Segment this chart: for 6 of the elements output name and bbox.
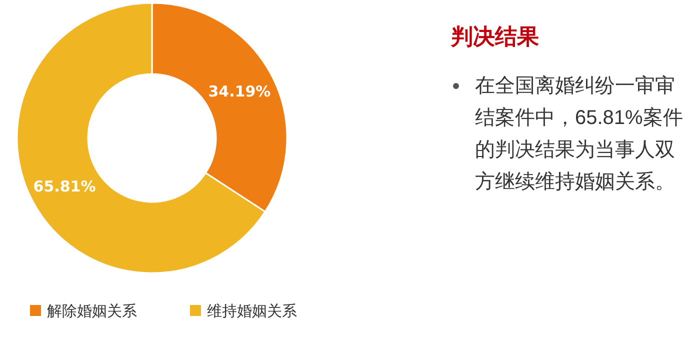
legend-label: 维持婚姻关系 — [207, 302, 297, 320]
legend-label: 解除婚姻关系 — [47, 302, 137, 320]
data-label: 34.19% — [208, 82, 271, 101]
text: 判决结果 — [451, 24, 539, 52]
data-label: 65.81% — [33, 177, 96, 196]
text: 在全国离婚纠纷一审审结案件中，65.81%案件的判决结果为当事人双方继续维持婚姻关系。 — [475, 74, 684, 195]
